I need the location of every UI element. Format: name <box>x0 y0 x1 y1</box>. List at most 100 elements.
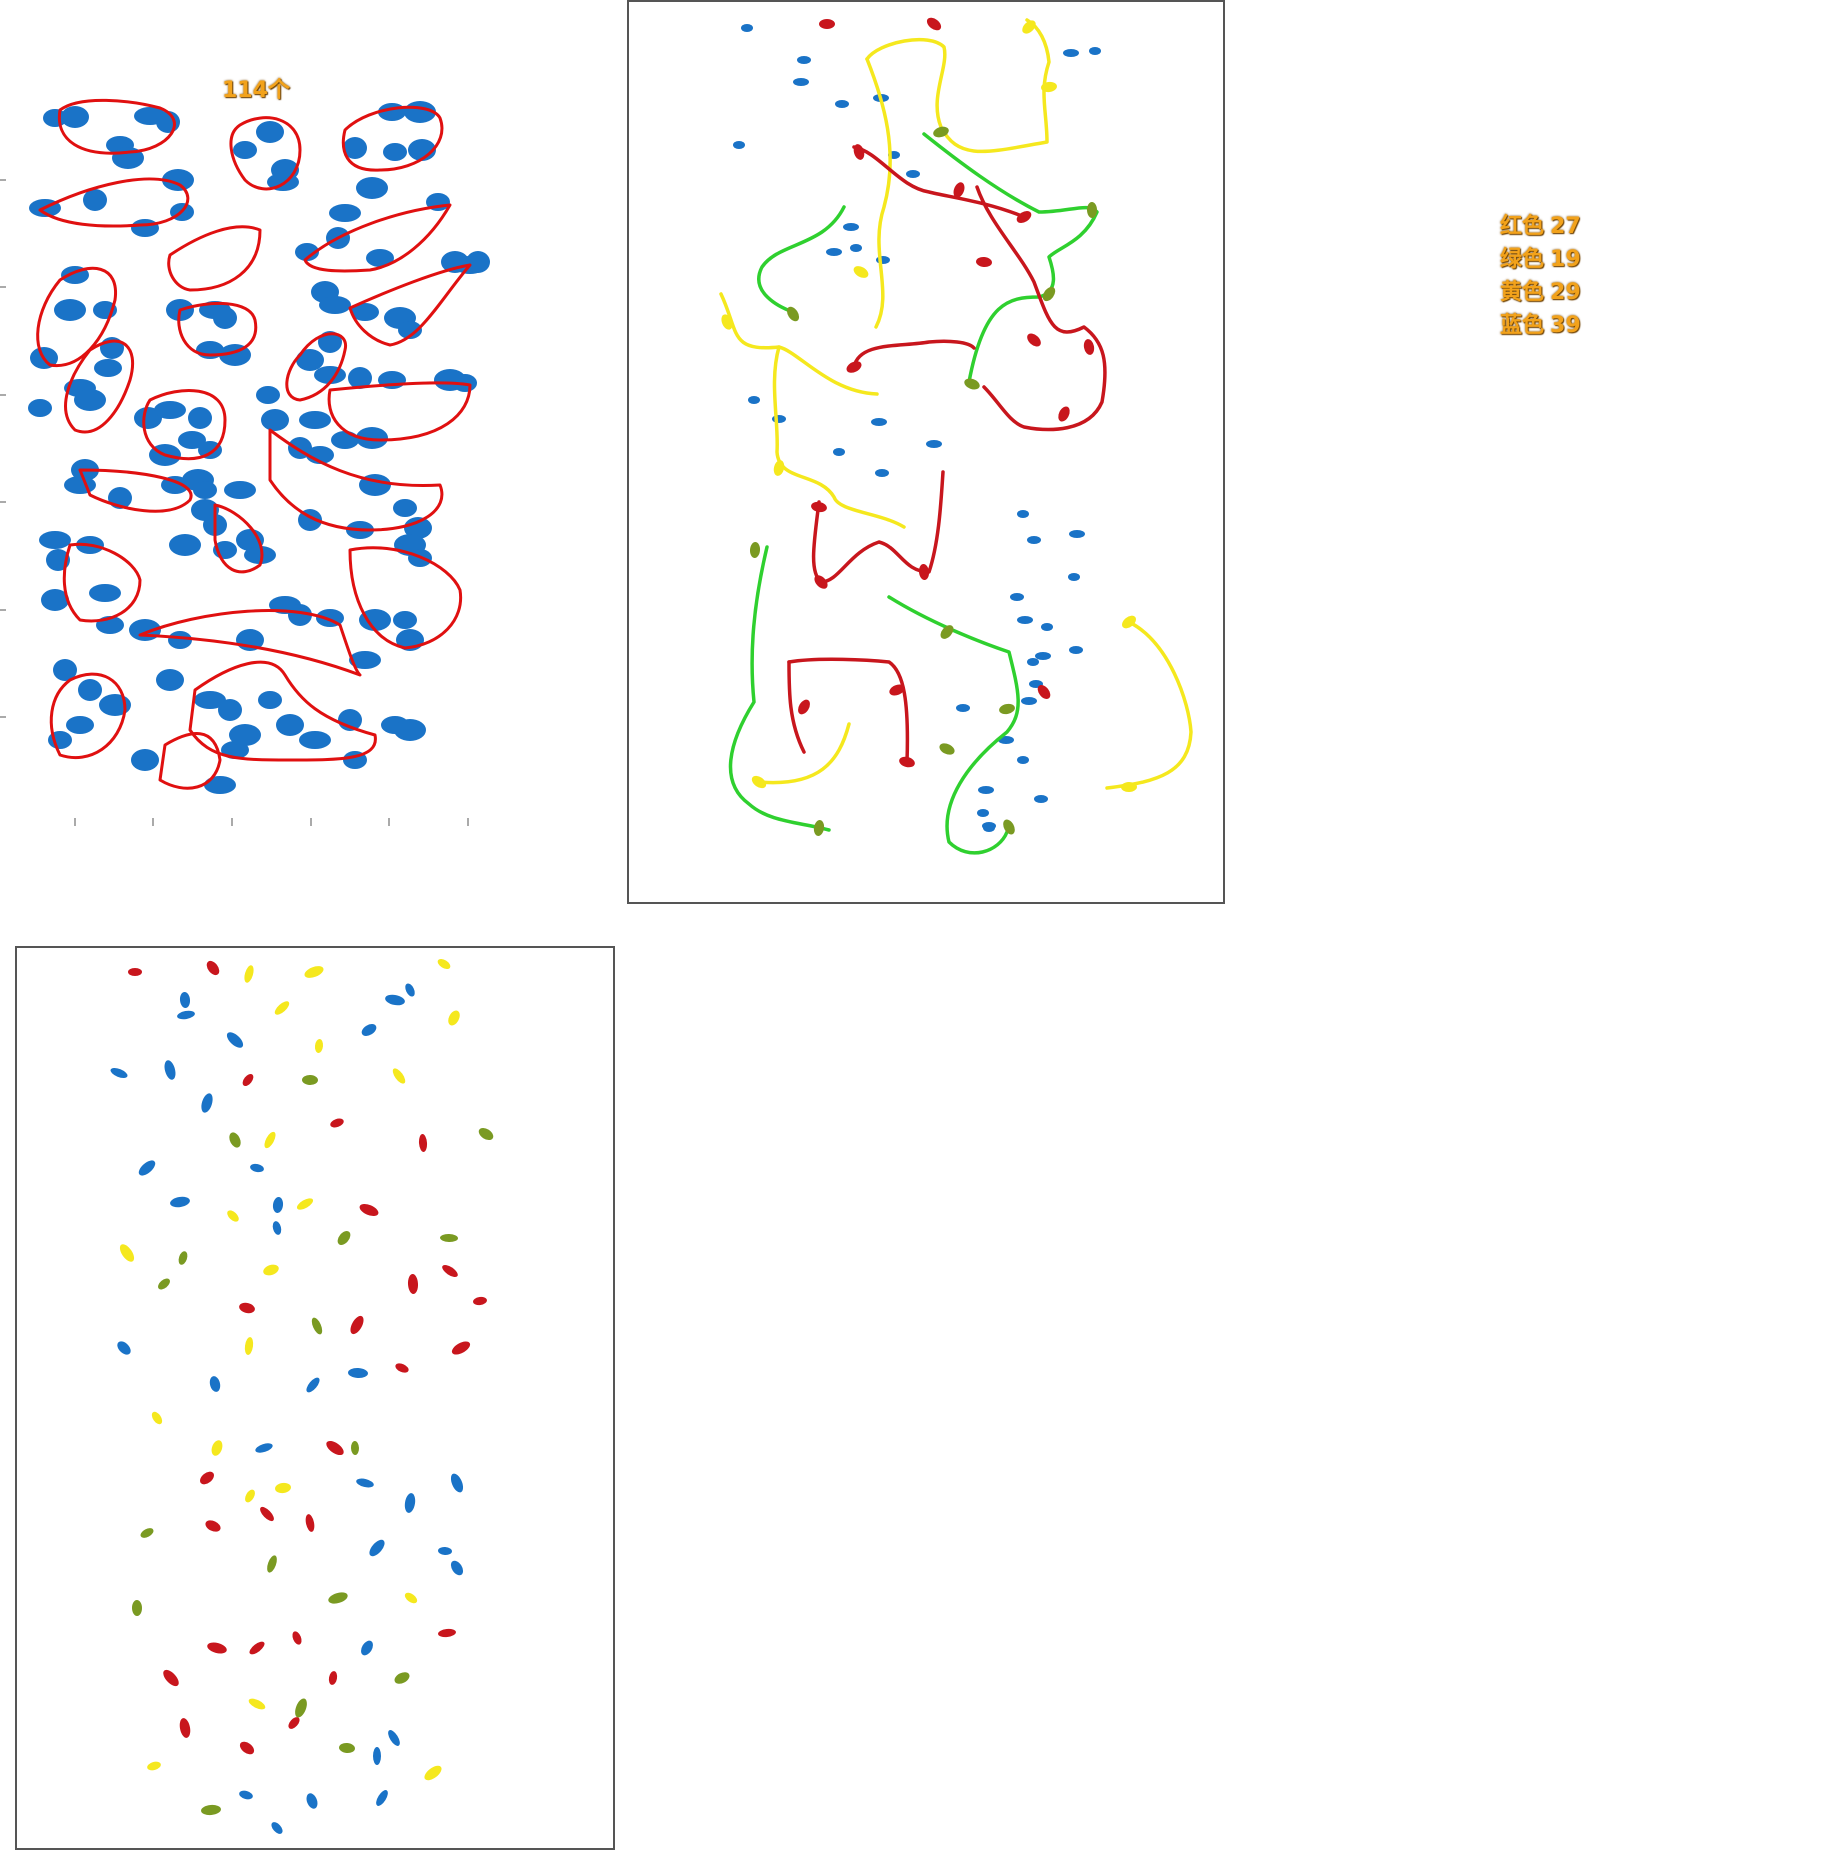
colored-hold <box>207 1642 227 1654</box>
colored-hold <box>395 1363 409 1373</box>
route-line <box>811 470 945 584</box>
colored-hold <box>356 1478 374 1488</box>
colored-hold <box>229 1132 241 1148</box>
legend-row-blue: 蓝色 39 <box>1500 309 1587 342</box>
colored-hold <box>450 1560 464 1576</box>
colored-hold <box>296 1198 314 1210</box>
legend-label: 红色 <box>1500 214 1545 239</box>
route-hold <box>786 306 800 322</box>
blue-hold <box>843 223 859 231</box>
hold-blob <box>229 724 261 746</box>
hold-blob <box>331 431 359 449</box>
colored-hold <box>394 1672 410 1684</box>
colored-hold <box>140 1528 154 1538</box>
hold-blob <box>356 177 388 199</box>
hold-blob <box>194 691 226 709</box>
blue-hold <box>977 809 989 817</box>
route-line <box>787 660 806 754</box>
hold-blob <box>188 407 212 429</box>
colored-hold <box>359 1203 379 1217</box>
colored-hold <box>451 1341 471 1355</box>
hold-blob <box>256 121 284 143</box>
colored-hold <box>209 1376 221 1392</box>
hold-blob <box>258 691 282 709</box>
blue-hold <box>1034 795 1048 803</box>
blue-hold <box>1041 623 1053 631</box>
blue-hold <box>835 100 849 108</box>
group-loop <box>78 468 193 513</box>
route-hold <box>773 460 785 476</box>
colored-hold <box>206 960 220 976</box>
colored-hold <box>306 1377 320 1393</box>
colored-hold <box>179 1718 191 1738</box>
colored-holds-panel <box>15 946 615 1850</box>
route-map-canvas <box>719 17 1193 855</box>
route-line <box>865 18 1051 154</box>
colored-hold <box>263 1264 279 1276</box>
route-hold <box>1003 819 1015 835</box>
legend-count: 29 <box>1550 280 1581 305</box>
blue-hold <box>875 469 889 477</box>
hold-blob <box>356 427 388 449</box>
colored-hold <box>250 1163 264 1173</box>
colored-hold <box>437 958 451 970</box>
group-loop <box>285 332 347 402</box>
blue-hold <box>978 786 994 794</box>
colored-hold <box>404 1493 416 1513</box>
blue-hold <box>1010 593 1024 601</box>
group-loop <box>158 732 222 790</box>
hold-blob <box>296 349 324 371</box>
route-hold <box>939 743 955 755</box>
hold-blob <box>383 143 407 161</box>
route-hold <box>819 19 835 29</box>
group-loop <box>327 381 472 442</box>
colored-hold <box>473 1296 487 1306</box>
hold-blob <box>398 321 422 339</box>
group-loop <box>348 263 472 347</box>
group-loop <box>142 389 227 461</box>
colored-hold <box>110 1067 128 1079</box>
blue-hold <box>1068 573 1080 581</box>
hold-blob <box>169 534 201 556</box>
route-hold <box>976 256 992 268</box>
group-loop <box>268 428 444 532</box>
route-hold <box>1122 615 1136 629</box>
colored-hold <box>274 1001 290 1015</box>
colored-hold <box>350 1315 364 1335</box>
legend-count: 27 <box>1550 214 1581 239</box>
hold-blob <box>53 659 77 681</box>
hold-blob <box>213 307 237 329</box>
hold-blob <box>74 389 106 411</box>
blue-hold <box>1017 616 1033 624</box>
blue-hold <box>797 56 811 64</box>
route-hold <box>1058 406 1070 422</box>
colored-hold <box>330 1118 344 1128</box>
colored-hold <box>385 994 405 1006</box>
hold-blob <box>393 611 417 629</box>
colored-hold <box>151 1411 163 1425</box>
colored-hold <box>407 1274 419 1294</box>
colored-hold <box>388 1730 400 1746</box>
blue-hold <box>850 244 862 252</box>
route-hold <box>889 684 905 696</box>
colored-hold <box>255 1443 273 1453</box>
blue-hold <box>982 822 996 830</box>
colored-hold <box>295 1698 307 1718</box>
hold-blob <box>393 499 417 517</box>
hold-blob <box>343 137 367 159</box>
group-loop <box>213 503 264 574</box>
hold-blob <box>218 699 242 721</box>
colored-hold <box>128 968 142 976</box>
legend-count: 19 <box>1550 247 1581 272</box>
blue-hold <box>906 170 920 178</box>
hold-blob <box>404 517 432 539</box>
hold-blob <box>288 604 312 626</box>
hold-blob <box>178 431 206 449</box>
route-hold <box>953 182 965 198</box>
hold-blob <box>351 303 379 321</box>
blue-hold <box>826 248 842 256</box>
blue-hold <box>871 418 887 426</box>
hold-blob <box>394 719 426 741</box>
route-hold <box>853 266 869 278</box>
route-hold <box>1121 781 1137 793</box>
